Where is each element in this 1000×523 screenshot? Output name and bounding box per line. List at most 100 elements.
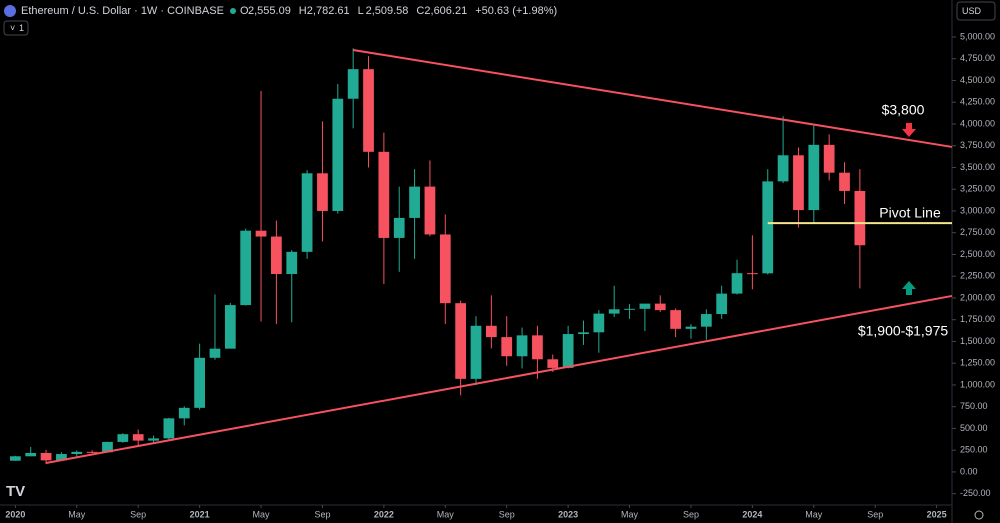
candle-body xyxy=(25,452,37,457)
y-tick-label: 4,500.00 xyxy=(960,75,995,85)
x-tick-label: Sep xyxy=(130,509,146,519)
x-tick-label: May xyxy=(805,509,823,519)
candle-body xyxy=(747,273,758,275)
x-tick-label: 2021 xyxy=(190,509,210,519)
candle-body xyxy=(808,144,820,211)
candle-body xyxy=(40,452,52,461)
ohlc-value: 2,606.21 xyxy=(424,5,467,17)
candle-body xyxy=(777,155,789,182)
interval-chevron: ˅ xyxy=(10,23,15,33)
candle-body xyxy=(470,325,482,379)
candle-body xyxy=(347,69,359,99)
y-tick-label: 1,250.00 xyxy=(960,358,995,368)
y-tick-label: 1,500.00 xyxy=(960,336,995,346)
x-tick-label: May xyxy=(68,509,86,519)
candle-body xyxy=(163,418,175,439)
y-tick-label: 1,000.00 xyxy=(960,379,995,389)
ohlc-label: C xyxy=(416,5,424,17)
ohlc-label: O xyxy=(240,5,249,17)
candle-body xyxy=(670,310,681,329)
y-tick-label: 1,750.00 xyxy=(960,314,995,324)
candle-body xyxy=(654,303,666,311)
y-tick-label: 0.00 xyxy=(960,466,978,476)
candle-body xyxy=(854,190,866,246)
candle-body xyxy=(178,407,190,419)
candle-body xyxy=(455,303,467,379)
y-tick-label: 2,000.00 xyxy=(960,292,995,302)
annotation: $1,900-$1,975 xyxy=(858,323,949,339)
candle-body xyxy=(194,357,205,408)
candle-body xyxy=(209,348,221,358)
candle-body xyxy=(793,155,804,211)
candle-body xyxy=(71,451,83,455)
y-tick-label: 2,250.00 xyxy=(960,271,995,281)
annotation: Pivot Line xyxy=(879,205,941,221)
candle-body xyxy=(132,434,144,441)
candle-body xyxy=(578,332,589,335)
candle-body xyxy=(731,273,743,294)
ohlc-value: 2,509.58 xyxy=(366,5,409,17)
candle-body xyxy=(839,172,850,191)
candle-body xyxy=(102,441,113,453)
candle-body xyxy=(685,326,697,329)
x-tick-label: May xyxy=(253,509,271,519)
candle-body xyxy=(363,69,374,152)
ohlc-label: L xyxy=(358,5,364,17)
x-tick-label: 2023 xyxy=(558,509,578,519)
symbol-title: Ethereum / U.S. Dollar · 1W · COINBASE xyxy=(21,5,224,17)
candle-body xyxy=(532,335,543,360)
y-tick-label: 3,500.00 xyxy=(960,162,995,172)
y-tick-label: 250.00 xyxy=(960,445,988,455)
candle-body xyxy=(148,438,159,441)
candle-body xyxy=(593,313,605,333)
candle-body xyxy=(378,151,390,238)
candle-body xyxy=(240,230,252,306)
ohlc-value: 2,555.09 xyxy=(248,5,291,17)
x-tick-label: 2022 xyxy=(374,509,394,519)
candle-body xyxy=(224,305,236,349)
candle-body xyxy=(547,359,559,368)
interval-label: 1 xyxy=(19,23,24,33)
x-tick-label: May xyxy=(437,509,455,519)
currency-button[interactable] xyxy=(956,1,996,21)
candle-body xyxy=(317,173,328,211)
x-tick-label: Sep xyxy=(683,509,699,519)
y-tick-label: 750.00 xyxy=(960,401,988,411)
y-tick-label: 2,500.00 xyxy=(960,249,995,259)
annotation: $3,800 xyxy=(882,102,925,118)
y-tick-label: 4,000.00 xyxy=(960,118,995,128)
y-tick-label: 2,750.00 xyxy=(960,227,995,237)
logo: TV xyxy=(6,483,25,500)
candle-body xyxy=(439,234,451,304)
x-tick-label: 2025 xyxy=(927,509,947,519)
y-tick-label: 500.00 xyxy=(960,423,988,433)
y-tick-label: 5,000.00 xyxy=(960,31,995,41)
ohlc-value: 2,782.61 xyxy=(307,5,350,17)
x-tick-label: May xyxy=(621,509,639,519)
candle-body xyxy=(608,309,620,314)
interval-button[interactable] xyxy=(3,20,29,36)
candle-body xyxy=(823,144,835,173)
candle-body xyxy=(562,334,574,368)
symbol-icon xyxy=(4,5,16,17)
down-arrow xyxy=(902,123,916,137)
y-tick-label: 4,750.00 xyxy=(960,53,995,63)
up-arrow xyxy=(902,281,916,295)
trend-line xyxy=(45,294,953,464)
settings-icon[interactable] xyxy=(974,510,984,520)
y-tick-label: 3,250.00 xyxy=(960,184,995,194)
candle-body xyxy=(86,451,98,453)
trend-line xyxy=(353,49,953,148)
candle-body xyxy=(639,303,651,309)
status-dot xyxy=(230,8,236,14)
candle-body xyxy=(700,314,712,327)
candle-body xyxy=(9,456,21,461)
candle-body xyxy=(501,337,513,357)
candle-body xyxy=(117,434,129,442)
candle-body xyxy=(332,98,344,211)
currency-label: USD xyxy=(962,6,982,16)
x-tick-label: Sep xyxy=(867,509,883,519)
x-tick-label: 2020 xyxy=(5,509,25,519)
y-tick-label: -250.00 xyxy=(960,488,991,498)
